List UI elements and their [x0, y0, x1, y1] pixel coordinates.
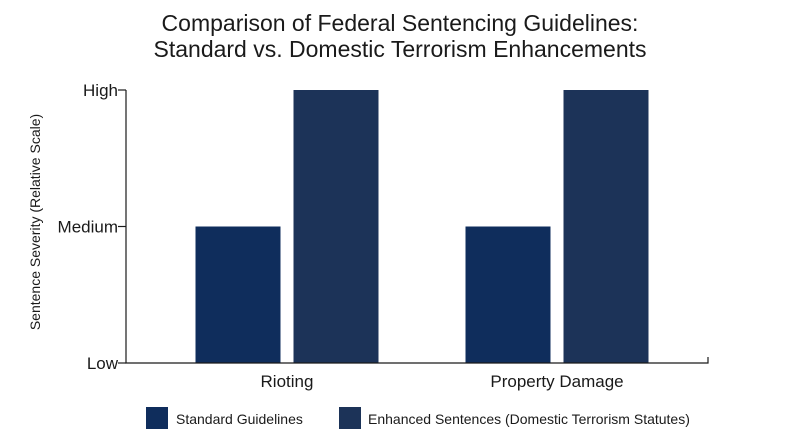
x-category-label: Property Damage	[490, 372, 623, 391]
chart-title-line-2: Standard vs. Domestic Terrorism Enhancem…	[154, 36, 647, 62]
bar-property-damage-standard	[465, 226, 551, 363]
legend-swatch	[339, 407, 361, 429]
bar-property-damage-enhanced	[563, 90, 649, 363]
category-labels: Rioting Property Damage	[261, 372, 624, 391]
legend-label: Standard Guidelines	[176, 411, 303, 427]
y-tick-label-high: High	[83, 81, 118, 100]
bar-rioting-enhanced	[293, 90, 379, 363]
chart-title-line-1: Comparison of Federal Sentencing Guideli…	[162, 10, 639, 36]
legend-swatch	[146, 407, 168, 429]
bars-group	[195, 90, 649, 363]
y-axis-ticks: Low Medium High	[58, 81, 126, 373]
chart-axes	[125, 90, 709, 364]
y-axis-label: Sentence Severity (Relative Scale)	[27, 114, 43, 330]
bar-rioting-standard	[195, 226, 281, 363]
legend-label: Enhanced Sentences (Domestic Terrorism S…	[368, 411, 690, 427]
legend: Standard Guidelines Enhanced Sentences (D…	[146, 407, 690, 429]
y-tick-label-medium: Medium	[58, 218, 118, 237]
y-tick-label-low: Low	[87, 354, 119, 373]
x-category-label: Rioting	[261, 372, 314, 391]
